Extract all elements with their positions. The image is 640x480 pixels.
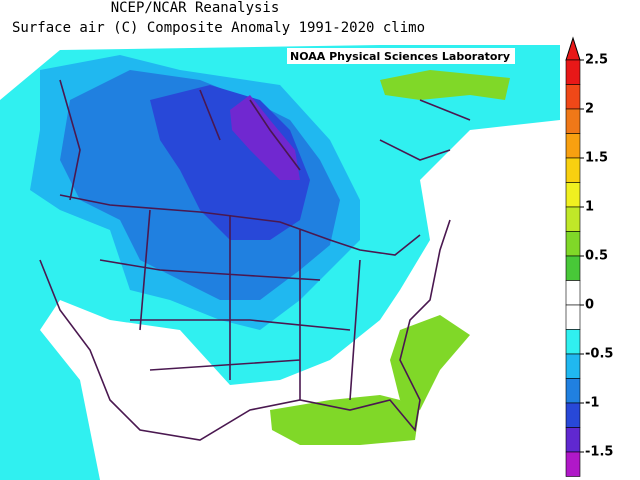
credit-box — [287, 48, 515, 64]
colorbar-tick-label: 0.5 — [585, 249, 608, 264]
colorbar-segment — [565, 378, 581, 404]
coastline — [39, 219, 451, 441]
colorbar: 2.5 2 1.5 1 0.5 0 -0.5 -1 -1.5 — [565, 36, 613, 477]
colorbar-tick-label: 1.5 — [585, 151, 608, 166]
colorbar-tick-label: 2.5 — [585, 53, 608, 68]
colorbar-tick-label: 0 — [585, 298, 594, 313]
map-title: NCEP/NCAR Reanalysis — [111, 0, 280, 16]
colorbar-segment — [565, 206, 581, 232]
colorbar-segment — [565, 182, 581, 208]
coast-detail — [59, 79, 471, 201]
state-borders — [99, 209, 361, 401]
border-line — [59, 194, 421, 256]
colorbar-segment — [565, 353, 581, 379]
colorbar-segment — [565, 157, 581, 183]
colorbar-segment — [565, 280, 581, 306]
credit: NOAA Physical Sciences Laboratory — [290, 50, 510, 63]
colorbar-tick-label: -0.5 — [585, 347, 613, 362]
region-green-ne — [380, 70, 510, 100]
colorbar-segment — [565, 304, 581, 330]
region-purple — [230, 95, 300, 180]
colorbar-tick-label: 2 — [585, 102, 594, 117]
colorbar-segment — [565, 231, 581, 257]
map-subtitle: Surface air (C) Composite Anomaly 1991-2… — [12, 20, 425, 36]
colorbar-arrow — [565, 36, 581, 61]
colorbar-segment — [565, 402, 581, 428]
colorbar-segment — [565, 329, 581, 355]
region-green-se — [390, 315, 470, 410]
colorbar-tick-label: -1 — [585, 396, 599, 411]
colorbar-segment — [565, 427, 581, 453]
colorbar-segment — [565, 59, 581, 85]
colorbar-tick-label: -1.5 — [585, 445, 613, 460]
colorbar-segment — [565, 451, 581, 477]
colorbar-segment — [565, 133, 581, 159]
colorbar-segment — [565, 255, 581, 281]
colorbar-segment — [565, 108, 581, 134]
colorbar-segment — [565, 84, 581, 110]
colorbar-tick-label: 1 — [585, 200, 594, 215]
map — [0, 40, 560, 480]
region-green-gulf — [270, 395, 420, 445]
